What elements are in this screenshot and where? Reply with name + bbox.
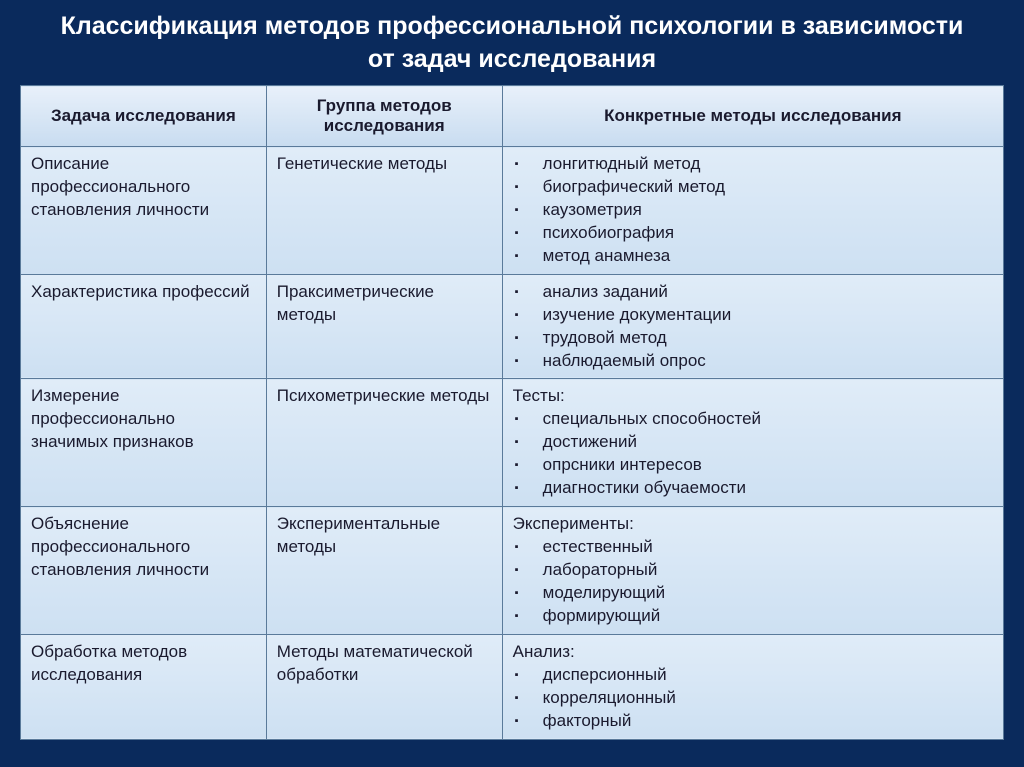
list-item: изучение документации [543, 304, 993, 327]
list-item: анализ заданий [543, 281, 993, 304]
cell-methods: Анализ:дисперсионныйкорреляционныйфактор… [502, 634, 1003, 739]
cell-group: Психометрические методы [266, 379, 502, 507]
list-item: психобиография [543, 222, 993, 245]
list-item: формирующий [543, 605, 993, 628]
methods-list: анализ заданийизучение документациитрудо… [513, 281, 993, 373]
methods-list: лонгитюдный методбиографический методкау… [513, 153, 993, 268]
col-header-methods: Конкретные методы исследования [502, 86, 1003, 147]
cell-group: Праксиметрические методы [266, 274, 502, 379]
cell-group: Экспериментальные методы [266, 507, 502, 635]
col-header-task: Задача исследования [21, 86, 267, 147]
list-item: трудовой метод [543, 327, 993, 350]
list-item: наблюдаемый опрос [543, 350, 993, 373]
cell-methods: анализ заданийизучение документациитрудо… [502, 274, 1003, 379]
list-item: лабораторный [543, 559, 993, 582]
cell-task: Описание профессионального становления л… [21, 147, 267, 275]
cell-methods: Эксперименты:естественныйлабораторныймод… [502, 507, 1003, 635]
cell-group: Генетические методы [266, 147, 502, 275]
methods-lead: Эксперименты: [513, 513, 993, 536]
list-item: метод анамнеза [543, 245, 993, 268]
table-row: Измерение профессионально значимых призн… [21, 379, 1004, 507]
cell-task: Характеристика профессий [21, 274, 267, 379]
list-item: дисперсионный [543, 664, 993, 687]
cell-group: Методы математической обработки [266, 634, 502, 739]
page-title: Классификация методов профессиональной п… [20, 5, 1004, 85]
list-item: специальных способностей [543, 408, 993, 431]
methods-list: дисперсионныйкорреляционныйфакторный [513, 664, 993, 733]
list-item: факторный [543, 710, 993, 733]
table-row: Описание профессионального становления л… [21, 147, 1004, 275]
table-row: Обработка методов исследованияМетоды мат… [21, 634, 1004, 739]
classification-table: Задача исследования Группа методов иссле… [20, 85, 1004, 740]
list-item: корреляционный [543, 687, 993, 710]
list-item: каузометрия [543, 199, 993, 222]
list-item: биографический метод [543, 176, 993, 199]
list-item: моделирующий [543, 582, 993, 605]
cell-methods: лонгитюдный методбиографический методкау… [502, 147, 1003, 275]
cell-task: Измерение профессионально значимых призн… [21, 379, 267, 507]
list-item: естественный [543, 536, 993, 559]
list-item: диагностики обучаемости [543, 477, 993, 500]
list-item: лонгитюдный метод [543, 153, 993, 176]
list-item: достижений [543, 431, 993, 454]
table-row: Характеристика профессийПраксиметрически… [21, 274, 1004, 379]
methods-list: специальных способностейдостиженийопрсни… [513, 408, 993, 500]
methods-list: естественныйлабораторныймоделирующийформ… [513, 536, 993, 628]
table-row: Объяснение профессионального становления… [21, 507, 1004, 635]
cell-task: Объяснение профессионального становления… [21, 507, 267, 635]
cell-methods: Тесты:специальных способностейдостижений… [502, 379, 1003, 507]
col-header-group: Группа методов исследования [266, 86, 502, 147]
list-item: опрсники интересов [543, 454, 993, 477]
methods-lead: Анализ: [513, 641, 993, 664]
methods-lead: Тесты: [513, 385, 993, 408]
cell-task: Обработка методов исследования [21, 634, 267, 739]
